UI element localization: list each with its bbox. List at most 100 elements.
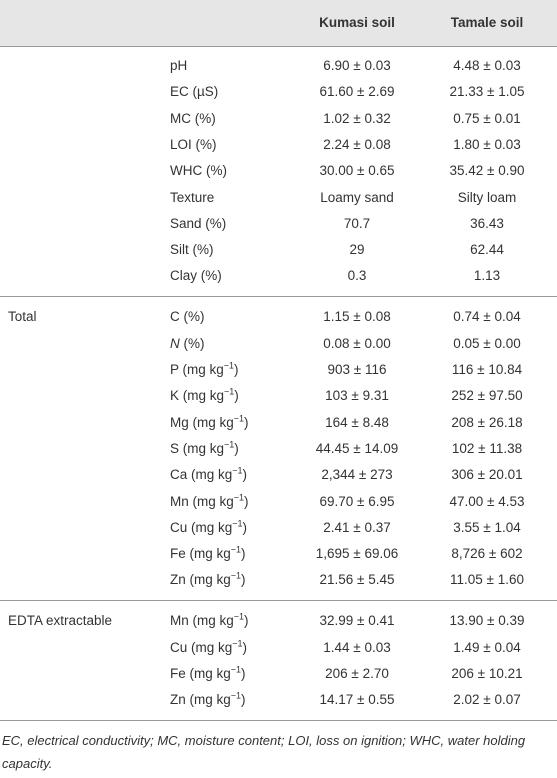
property-label: N (%): [170, 336, 205, 352]
value-cell: 0.08 ± 0.00: [323, 335, 391, 351]
label-part: −1: [230, 544, 242, 555]
property-label: Texture: [170, 190, 214, 206]
value-cell: 252 ± 97.50: [451, 388, 523, 404]
property-label: Mn (mg kg−1): [170, 611, 249, 629]
label-part: pH: [170, 58, 188, 73]
property-label: Cu (mg kg−1): [170, 638, 248, 656]
value-cell: 306 ± 20.01: [451, 467, 523, 483]
label-part: −1: [230, 664, 242, 675]
value-cell: 164 ± 8.48: [325, 414, 389, 430]
value-cell: 30.00 ± 0.65: [319, 163, 395, 179]
value-cell: 21.33 ± 1.05: [449, 84, 525, 100]
property-label: WHC (%): [170, 163, 227, 179]
group-rule: [0, 600, 557, 602]
label-part: Mn (mg kg: [170, 613, 234, 629]
label-part: ): [244, 414, 249, 430]
value-cell: 14.17 ± 0.55: [319, 692, 395, 708]
property-label: Ca (mg kg−1): [170, 465, 247, 483]
value-cell: 2.02 ± 0.07: [453, 692, 521, 708]
property-label: LOI (%): [170, 137, 217, 153]
label-part: C (%): [170, 309, 205, 325]
value-cell: 206 ± 10.21: [451, 666, 523, 681]
value-cell: 1.80 ± 0.03: [453, 136, 521, 152]
label-part: Clay (%): [170, 268, 222, 284]
label-part: Zn (mg kg: [170, 572, 231, 588]
column-header: Kumasi soil: [319, 15, 395, 30]
property-label: Fe (mg kg−1): [170, 664, 246, 682]
property-label: Zn (mg kg−1): [170, 690, 246, 708]
value-cell: 206 ± 2.70: [325, 666, 389, 681]
value-cell: 2,344 ± 273: [321, 467, 393, 483]
value-cell: 0.05 ± 0.00: [453, 335, 521, 351]
label-part: −1: [233, 492, 245, 502]
label-part: S (mg kg: [170, 440, 225, 456]
label-part: ): [234, 440, 239, 456]
value-cell: 44.45 ± 14.09: [315, 440, 399, 456]
label-part: Cu (mg kg: [170, 519, 233, 535]
value-cell: 1.49 ± 0.04: [453, 639, 521, 655]
label-part: −1: [223, 360, 235, 371]
value-cell: 903 ± 116: [327, 362, 387, 377]
label-part: −1: [232, 518, 243, 529]
value-cell: 61.60 ± 2.69: [319, 84, 395, 100]
value-cell: 1.44 ± 0.03: [323, 639, 391, 655]
property-label: Sand (%): [170, 216, 226, 232]
value-cell: Silty loam: [457, 189, 517, 205]
property-label: Mg (mg kg−1): [170, 414, 249, 431]
value-cell: 1,695 ± 69.06: [315, 546, 399, 562]
value-cell: 8,726 ± 602: [451, 546, 523, 562]
label-part: −1: [232, 465, 243, 476]
label-part: WHC (%): [170, 163, 227, 179]
value-cell: 2.24 ± 0.08: [323, 136, 391, 152]
value-cell: 62.44: [470, 242, 504, 258]
property-label: Zn (mg kg−1): [170, 571, 246, 588]
label-part: LOI (%): [170, 136, 217, 152]
value-cell: 13.90 ± 0.39: [449, 613, 525, 629]
value-cell: 32.99 ± 0.41: [319, 613, 395, 629]
property-label: Clay (%): [170, 268, 222, 284]
value-cell: 47.00 ± 4.53: [449, 493, 525, 509]
value-cell: 208 ± 26.18: [451, 414, 523, 430]
group-rule: [0, 296, 557, 298]
property-label: pH: [170, 58, 187, 74]
property-label: EC (µS): [170, 84, 218, 100]
property-label: Mn (mg kg−1): [170, 492, 249, 510]
property-label: Cu (mg kg−1): [170, 518, 248, 536]
value-cell: 1.15 ± 0.08: [323, 309, 391, 325]
label-part: EC (µS): [170, 84, 219, 100]
label-part: P (mg kg: [170, 362, 224, 377]
label-part: Texture: [170, 189, 215, 205]
label-part: −1: [224, 439, 235, 450]
label-part: ): [242, 519, 248, 535]
label-part: ): [242, 639, 248, 655]
value-cell: 102 ± 11.38: [451, 440, 523, 456]
property-label: S (mg kg−1): [170, 439, 239, 457]
label-part: −1: [224, 386, 235, 397]
value-cell: 0.3: [347, 268, 367, 284]
label-part: ): [234, 362, 239, 377]
header-band: [0, 0, 557, 47]
label-part: Zn (mg kg: [170, 692, 231, 708]
label-part: Cu (mg kg: [170, 639, 233, 655]
label-part: Mg (mg kg: [170, 414, 234, 430]
label-part: −1: [230, 690, 242, 701]
label-part: ): [241, 666, 246, 681]
label-part: Ca (mg kg: [170, 467, 233, 483]
label-part: ): [244, 613, 249, 629]
value-cell: 1.13: [473, 268, 501, 284]
property-label: Silt (%): [170, 242, 214, 258]
value-cell: 70.7: [343, 215, 371, 231]
label-part: Fe (mg kg: [170, 666, 231, 681]
value-cell: Loamy sand: [320, 189, 394, 205]
label-part: −1: [233, 611, 245, 622]
value-cell: 3.55 ± 1.04: [453, 519, 521, 535]
label-part: ): [241, 692, 246, 708]
label-part: −1: [232, 638, 243, 649]
value-cell: 36.43: [470, 215, 504, 231]
label-part: MC (%): [170, 110, 216, 126]
property-label: Fe (mg kg−1): [170, 544, 246, 562]
value-cell: 116 ± 10.84: [451, 362, 523, 377]
label-part: Silt (%): [170, 242, 214, 258]
value-cell: 0.74 ± 0.04: [453, 309, 521, 325]
